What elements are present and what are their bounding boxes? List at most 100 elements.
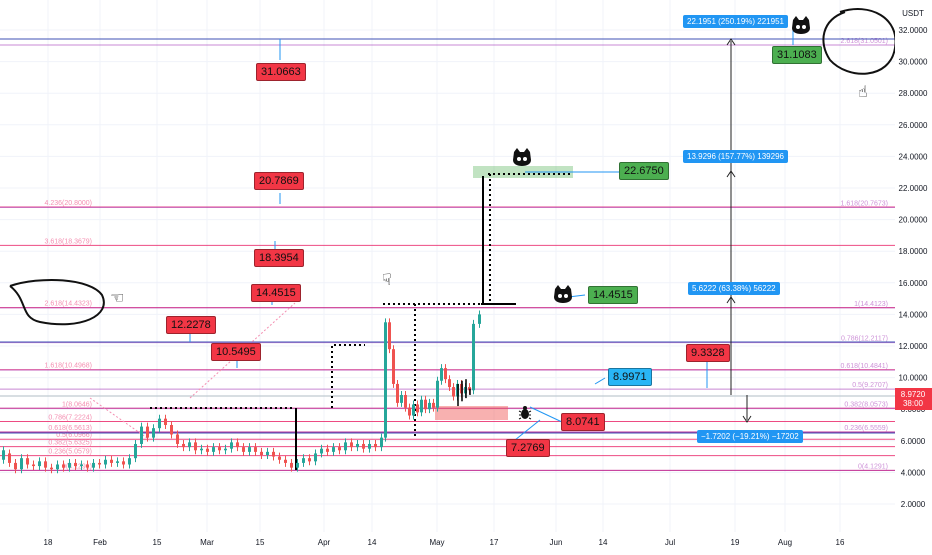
candle-body [20,458,23,470]
candle-body [74,462,77,467]
measure-label[interactable]: 5.6222 (63.38%) 56222 [688,282,780,295]
price-label-red[interactable]: 8.0741 [561,413,605,431]
candle-body [32,464,35,467]
candle-body [396,383,399,403]
candle-body [248,447,251,452]
cat-icon[interactable] [791,16,811,36]
time-tick: Aug [778,538,792,547]
price-label-red[interactable]: 10.5495 [211,343,261,361]
stop-zone[interactable] [435,406,508,420]
fibonacci-extensions: 4.236(20.8000) 3.618(18.3679) 2.618(14.432… [0,38,895,471]
bug-icon[interactable] [518,405,534,421]
price-label-green[interactable]: 14.4515 [588,286,638,304]
candle-body [314,453,317,462]
price-label-red[interactable]: 18.3954 [254,249,304,267]
highlight-circle-left[interactable] [9,278,105,326]
fib-right-label: 0.382(8.0573) [844,401,888,408]
candle-body [200,448,203,451]
time-tick: Mar [200,538,214,547]
candle-body [56,464,59,470]
currency-label: USDT [902,9,924,18]
candle-body [452,387,455,397]
candle-body [38,461,41,467]
candle-body [206,448,209,452]
drawn-lines [0,38,895,434]
price-label-red[interactable]: 12.2278 [166,316,216,334]
price-tick: 14.0000 [899,310,928,319]
fib-left-label: 0.618(6.5613) [48,425,92,432]
cat-icon[interactable] [553,285,573,305]
price-label-red[interactable]: 20.7869 [254,172,304,190]
fib-left-label: 0.382(5.6325) [48,440,92,447]
fib-right-label: 0.236(6.5559) [844,425,888,432]
price-tick: 30.0000 [899,58,928,67]
candle-body [170,425,173,435]
candle-body [428,402,431,410]
price-tick: 18.0000 [899,247,928,256]
candle-body [296,462,299,468]
price-label-red[interactable]: 31.0663 [256,63,306,81]
candle-body [400,394,403,403]
candle-body [338,447,341,451]
time-tick: 19 [731,538,740,547]
candle-body [278,456,281,460]
price-axis[interactable]: USDT [895,0,932,550]
bar-countdown: 38:00 [903,399,924,408]
fib-left-label: 0(4.1291) [62,463,92,470]
time-tick: 17 [490,538,499,547]
candle-body [432,402,435,408]
price-tick: 6.0000 [901,437,926,446]
pointing-hand-icon[interactable]: ☝ [858,82,868,101]
price-label-green[interactable]: 22.6750 [619,162,669,180]
time-axis[interactable]: 18 Feb 15 Mar 15 Apr 14 May 17 Jun 14 Jul 19 Aug 16 [0,532,895,550]
candle-body [26,458,29,465]
candle-body [420,399,423,413]
candle-body [44,461,47,468]
pointing-hand-icon[interactable]: ☟ [382,270,392,289]
candle-body [140,426,143,444]
time-tick: Feb [93,538,107,547]
candle-body [14,462,17,470]
pointing-hand-icon[interactable]: ☜ [110,288,125,307]
candle-body [164,418,167,425]
highlight-circle-right[interactable] [822,8,897,75]
fib-left-label: 0.5(6.0966) [56,432,92,439]
candle-body [408,407,411,416]
candle-body [152,428,155,438]
price-label-green[interactable]: 31.1083 [772,46,822,64]
price-label-blue[interactable]: 8.9971 [608,368,652,386]
candle-body [158,418,161,429]
last-price-text: 8.9720 [901,390,926,399]
candle-body [448,379,451,388]
measure-label[interactable]: −1.7202 (−19.21%) −17202 [697,430,803,443]
fib-left-label: 0.786(7.2224) [48,415,92,422]
candle-body [380,437,383,448]
price-label-red[interactable]: 14.4515 [251,284,301,302]
candle-body [92,462,95,468]
candle-body [176,434,179,444]
candle-body [194,442,197,451]
candle-body [362,443,365,449]
measure-label[interactable]: 22.1951 (250.19%) 221951 [683,15,788,28]
time-tick: 14 [368,538,377,547]
measure-label[interactable]: 13.9296 (157.77%) 139296 [683,150,788,163]
candle-body [284,459,287,463]
solid-structure [295,176,516,470]
price-range-measures[interactable] [726,38,752,423]
price-label-red[interactable]: 7.2769 [506,439,550,457]
price-tick: 12.0000 [899,342,928,351]
price-tick: 16.0000 [899,279,928,288]
fib-left-label: 4.236(20.8000) [45,200,92,207]
candle-body [308,458,311,462]
candle-body [254,447,257,452]
candle-body [350,442,353,448]
candle-body [392,349,395,384]
time-tick: 15 [153,538,162,547]
price-tick: 26.0000 [899,121,928,130]
candle-body [266,451,269,456]
fib-left-label: 0.236(5.0579) [48,449,92,456]
price-label-red[interactable]: 9.3328 [686,344,730,362]
cat-icon[interactable] [512,148,532,168]
